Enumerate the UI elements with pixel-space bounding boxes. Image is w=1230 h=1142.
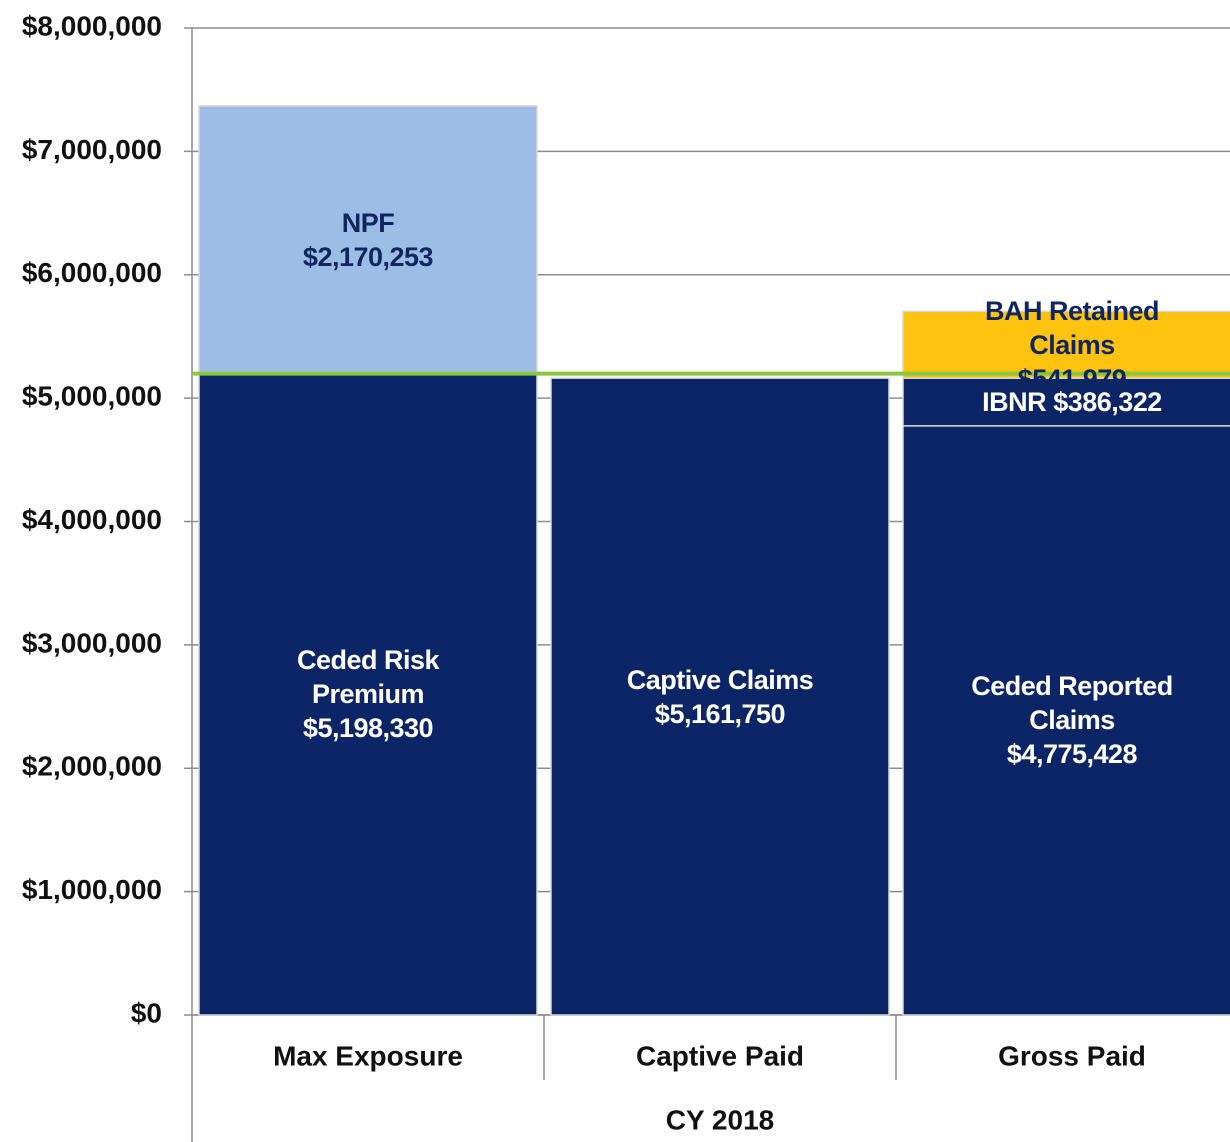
y-tick-label: $7,000,000 [22,134,162,165]
y-tick-label: $6,000,000 [22,257,162,288]
data-label: $386,322 [1053,387,1162,417]
bar-segment [198,105,538,375]
segment-name: NPF [341,207,395,238]
y-tick-label: $0 [131,997,162,1028]
bar-segment [902,310,1230,379]
y-tick-label: $2,000,000 [22,751,162,782]
segment-label: NPF $2,170,253 [302,206,434,274]
group-label: CY 2018 [666,1104,774,1135]
segment-name: Ceded Risk Premium [296,645,440,710]
data-label: $541,979 [1017,363,1127,394]
segment-name: Ceded Reported Claims [971,671,1173,736]
segment-label: BAH Retained Claims $541,979 [947,294,1197,396]
x-tick-label: Gross Paid [998,1040,1146,1071]
data-label: $2,170,253 [302,241,434,272]
y-tick-label: $3,000,000 [22,627,162,658]
bar-segment [902,425,1230,1016]
bar-segment [198,372,538,1016]
segment-name: Captive Claims [626,664,814,695]
bar-segment [902,377,1230,427]
data-label: $4,775,428 [1006,739,1138,770]
y-tick-label: $4,000,000 [22,504,162,535]
segment-label: IBNR $386,322 [982,385,1162,419]
y-tick-label: $1,000,000 [22,874,162,905]
segment-name: IBNR [982,387,1047,417]
y-tick-label: $5,000,000 [22,381,162,412]
segment-name: BAH Retained Claims [984,295,1160,360]
segment-label: Ceded Risk Premium $5,198,330 [243,643,493,745]
data-label: $5,161,750 [654,698,786,729]
bar-segment [550,377,890,1016]
x-tick-label: Max Exposure [273,1040,463,1071]
x-tick-label: Captive Paid [636,1040,804,1071]
segment-label: Captive Claims $5,161,750 [627,663,814,731]
y-tick-label: $8,000,000 [22,10,162,41]
data-label: $5,198,330 [302,713,434,744]
segment-label: Ceded Reported Claims $4,775,428 [947,669,1197,771]
